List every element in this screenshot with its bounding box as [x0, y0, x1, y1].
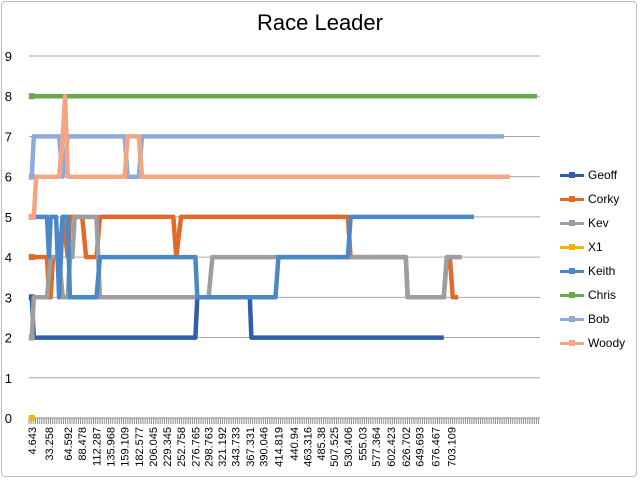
legend-label: Chris	[588, 288, 617, 302]
x-tick-label: 507.525	[329, 427, 341, 467]
y-tick-label: 2	[5, 331, 12, 346]
x-tick-label: 206.045	[148, 427, 160, 467]
series-line-kev	[29, 214, 462, 338]
x-tick-label: 530.406	[343, 427, 355, 467]
chart-title: Race Leader	[257, 10, 383, 35]
y-tick-label: 5	[5, 210, 12, 225]
series-marker-x1	[28, 415, 35, 421]
series-marker-corky	[28, 254, 35, 261]
series-marker-woody	[28, 213, 35, 220]
y-tick-label: 0	[5, 411, 12, 426]
legend-label: Bob	[588, 312, 610, 326]
legend-item-corky: Corky	[560, 190, 636, 214]
x-tick-label: 159.109	[120, 427, 132, 467]
x-tick-label: 440.94	[289, 427, 301, 461]
series-line-woody	[31, 93, 510, 220]
x-tick-label: 112.287	[92, 427, 104, 466]
x-tick-label: 343.733	[231, 427, 243, 467]
y-tick-label: 8	[5, 89, 12, 104]
x-tick-label: 4.643	[27, 427, 39, 455]
legend-item-geoff: Geoff	[560, 166, 636, 190]
y-tick-label: 7	[5, 129, 12, 144]
y-tick-label: 3	[5, 290, 12, 305]
x-tick-label: 135.968	[106, 427, 118, 467]
legend-item-chris: Chris	[560, 286, 636, 310]
series-marker-kev	[28, 334, 35, 341]
x-tick-label: 414.819	[273, 427, 285, 467]
x-tick-label: 390.046	[258, 427, 270, 467]
legend-swatch	[560, 316, 584, 322]
series-line-bob	[29, 134, 504, 179]
legend-swatch	[560, 172, 584, 178]
x-tick-label: 602.423	[386, 427, 398, 467]
x-tick-label: 276.765	[190, 427, 202, 467]
x-tick-label: 649.693	[415, 427, 427, 467]
legend-swatch	[560, 292, 584, 298]
series-line-geoff	[29, 295, 444, 340]
x-tick-label: 64.592	[63, 427, 75, 461]
legend-swatch	[560, 340, 584, 346]
legend-label: Woody	[588, 336, 626, 350]
x-tick-label: 626.702	[401, 427, 413, 467]
x-tick-label: 33.258	[44, 427, 56, 461]
legend-swatch	[560, 220, 584, 226]
series-marker-chris	[28, 93, 35, 100]
legend-swatch	[560, 196, 584, 202]
chart-legend: Geoff Corky Kev X1 Keith Chris Bob Woody	[560, 166, 636, 358]
x-tick-label: 321.192	[217, 427, 229, 467]
x-tick-label: 485.38	[316, 427, 328, 461]
x-tick-label: 676.467	[431, 427, 443, 467]
y-tick-label: 4	[5, 250, 12, 265]
y-tick-label: 9	[5, 49, 12, 64]
legend-label: Kev	[588, 216, 609, 230]
legend-label: Keith	[588, 264, 616, 278]
series-marker-bob	[28, 173, 35, 180]
x-tick-label: 298.763	[204, 427, 216, 467]
x-tick-label: 229.345	[162, 427, 174, 467]
legend-label: Corky	[588, 192, 620, 206]
legend-item-keith: Keith	[560, 262, 636, 286]
legend-item-kev: Kev	[560, 214, 636, 238]
y-tick-label: 6	[5, 170, 12, 185]
x-tick-label: 252.758	[176, 427, 188, 467]
legend-item-bob: Bob	[560, 310, 636, 334]
legend-item-woody: Woody	[560, 334, 636, 358]
legend-swatch	[560, 268, 584, 274]
x-tick-label: 463.316	[303, 427, 315, 467]
legend-label: X1	[588, 240, 603, 254]
x-tick-label: 88.478	[77, 427, 89, 461]
x-tick-label: 555.03	[358, 427, 370, 461]
series-line-keith	[31, 214, 474, 300]
legend-label: Geoff	[588, 168, 618, 182]
x-tick-label: 367.331	[245, 427, 257, 467]
x-tick-label: 577.364	[371, 427, 383, 467]
legend-swatch	[560, 244, 584, 250]
y-tick-label: 1	[5, 371, 12, 386]
legend-item-x1: X1	[560, 238, 636, 262]
x-tick-label: 182.577	[134, 427, 146, 467]
x-tick-label: 703.109	[447, 427, 459, 467]
